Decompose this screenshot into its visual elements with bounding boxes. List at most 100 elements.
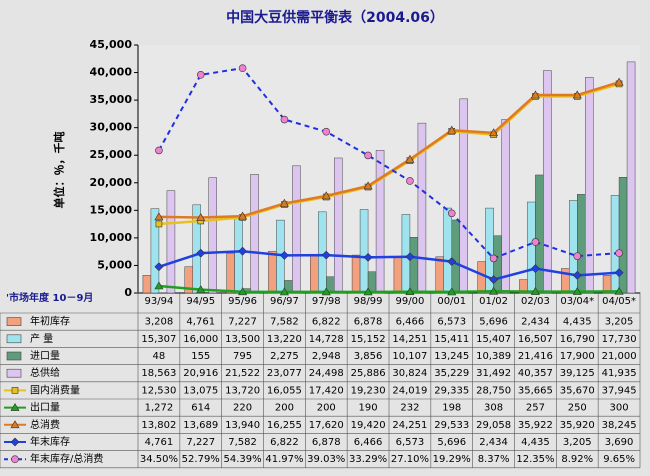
table-cell: 190 (359, 403, 378, 414)
point (155, 220, 163, 228)
bar (459, 98, 468, 294)
point (530, 90, 540, 99)
bar (268, 250, 277, 294)
legend-label: 出口量 (30, 401, 60, 414)
point (279, 198, 289, 207)
bar (359, 209, 369, 294)
table-cell: 48 (153, 351, 166, 362)
point (489, 286, 499, 295)
series-line (158, 67, 620, 260)
table-cell: 34.50% (140, 454, 178, 465)
bar (393, 257, 403, 294)
table-cell: 31,492 (476, 368, 511, 379)
point (530, 264, 540, 273)
legend-label: 国内消费量 (30, 383, 80, 396)
bar (501, 119, 510, 294)
y-tick-label: 0 (124, 286, 132, 299)
table-cell: 795 (233, 351, 252, 362)
bar (375, 150, 385, 294)
legend-label: 年末库存/总消费 (30, 452, 103, 465)
x-tick-label: 01/02 (479, 296, 508, 307)
point (279, 250, 289, 260)
legend-marker (11, 455, 19, 464)
table-cell: 17,620 (309, 420, 344, 431)
bar (451, 219, 460, 294)
table-cell: 10,107 (392, 351, 427, 362)
point (614, 268, 624, 278)
table-cell: 10,389 (476, 351, 511, 362)
table-cell: 3,205 (605, 317, 634, 328)
table-cell: 19.29% (433, 454, 471, 465)
point (405, 287, 415, 296)
point (405, 252, 415, 262)
point (489, 275, 499, 285)
table-cell: 15,411 (434, 334, 469, 345)
bar (334, 157, 343, 294)
table-cell: 1,272 (145, 403, 174, 414)
point (614, 286, 624, 295)
bar (626, 61, 636, 294)
point (238, 64, 247, 72)
table-cell: 16,000 (183, 334, 218, 345)
y-tick-label: 35,000 (90, 93, 133, 106)
point (573, 252, 582, 260)
table-cell: 3,208 (145, 317, 174, 328)
x-tick-label: 04/05* (602, 296, 636, 307)
table-cell: 39.03% (307, 454, 345, 465)
table-cell: 25,886 (351, 368, 386, 379)
table-cell: 14,728 (309, 334, 344, 345)
table-cell: 2,434 (479, 437, 508, 448)
table-cell: 6,466 (354, 437, 383, 448)
table-cell: 24,019 (392, 385, 427, 396)
bar (292, 165, 301, 294)
table-cell: 23,077 (267, 368, 302, 379)
bar (610, 195, 620, 294)
table-cell: 19,230 (351, 385, 386, 396)
y-tick-label: 15,000 (90, 203, 133, 216)
table-cell: 198 (442, 403, 461, 414)
table-cell: 232 (400, 403, 419, 414)
chart-title: 中国大豆供需平衡表（2004.06） (226, 9, 444, 26)
table-cell: 9.65% (603, 454, 635, 465)
table-cell: 2,434 (521, 317, 550, 328)
legend-label: 年初库存 (30, 315, 70, 328)
table-cell: 6,878 (354, 317, 383, 328)
point (279, 287, 289, 296)
bar (250, 174, 259, 294)
y-tick-label: 40,000 (90, 66, 133, 79)
point (238, 287, 248, 296)
table-cell: 13,075 (183, 385, 218, 396)
point (321, 287, 331, 296)
table-cell: 12.35% (516, 454, 554, 465)
point (363, 287, 373, 296)
table-cell: 6,822 (270, 437, 299, 448)
bar (493, 235, 502, 294)
table-cell: 3,856 (354, 351, 383, 362)
x-tick-label: 99/00 (396, 296, 425, 307)
table-cell: 37,945 (602, 385, 637, 396)
legend-label: 产 量 (30, 332, 53, 345)
table-cell: 2,948 (312, 351, 341, 362)
legend-marker (10, 420, 20, 429)
series-line (158, 81, 620, 219)
table-cell: 35,670 (560, 385, 595, 396)
point (572, 287, 582, 295)
table-cell: 33.29% (349, 454, 387, 465)
legend-label: 年末库存 (30, 435, 70, 448)
y-tick-label: 30,000 (90, 121, 133, 134)
table-cell: 13,245 (434, 351, 469, 362)
table-cell: 17,900 (560, 351, 595, 362)
point (196, 212, 206, 221)
table-cell: 3,690 (605, 437, 634, 448)
table-cell: 28,750 (476, 385, 511, 396)
x-tick-label: 02/03 (521, 296, 550, 307)
y-tick-label: 5,000 (97, 258, 132, 271)
legend-swatch (6, 334, 22, 344)
table-cell: 13,802 (141, 420, 176, 431)
point (363, 181, 373, 190)
point (280, 115, 289, 124)
bar (569, 200, 578, 294)
table-cell: 200 (275, 403, 294, 414)
table-cell: 6,573 (437, 317, 466, 328)
